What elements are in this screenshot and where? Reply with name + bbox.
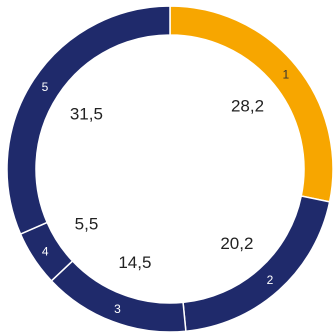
slice-value-label-2: 20,2 [220, 234, 253, 253]
slices-layer [6, 5, 334, 333]
index-labels-layer: 1 2 3 4 5 [42, 68, 290, 317]
slice-index-label-5: 5 [42, 80, 49, 94]
donut-slice-2 [182, 195, 331, 333]
slice-value-label-1: 28,2 [231, 96, 264, 115]
donut-slice-5 [6, 5, 171, 236]
slice-index-label-4: 4 [42, 244, 49, 258]
slice-value-label-3: 14,5 [118, 253, 151, 272]
slice-value-label-5: 31,5 [70, 105, 103, 124]
slice-index-label-1: 1 [283, 68, 290, 82]
slice-value-label-4: 5,5 [75, 215, 99, 234]
slice-index-label-3: 3 [114, 302, 121, 316]
value-labels-layer: 28,2 20,2 14,5 5,5 31,5 [70, 96, 264, 272]
slice-index-label-2: 2 [267, 273, 274, 287]
